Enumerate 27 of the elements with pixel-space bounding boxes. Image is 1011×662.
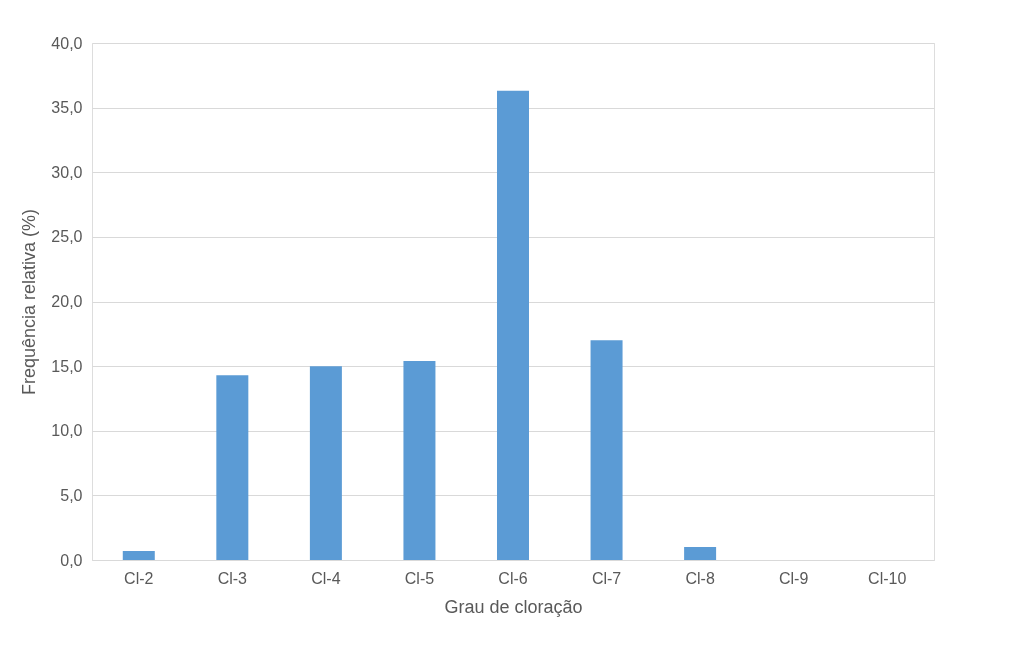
y-tick-label: 10,0: [51, 422, 83, 440]
bar: [497, 90, 529, 560]
y-tick-label: 20,0: [51, 293, 83, 310]
y-tick-label: 25,0: [51, 228, 83, 246]
x-tick-label: Cl-5: [404, 569, 435, 587]
y-tick-label: 0,0: [60, 551, 83, 569]
x-axis-title: Grau de cloração: [444, 596, 583, 617]
x-tick-label: Cl-3: [217, 569, 248, 587]
y-tick-label: 35,0: [51, 99, 83, 117]
y-tick-label: 40,0: [51, 34, 83, 52]
x-tick-label: Cl-9: [778, 569, 809, 587]
y-axis-title: Frequência relativa (%): [19, 208, 40, 396]
bar: [590, 340, 623, 560]
x-tick-label: Cl-2: [124, 569, 154, 587]
bar: [309, 366, 342, 560]
bar: [122, 550, 155, 560]
x-tick-label: Cl-4: [311, 569, 341, 587]
bar: [216, 375, 249, 560]
bar: [684, 547, 717, 560]
y-tick-label: 5,0: [60, 486, 83, 504]
x-tick-label: Cl-8: [685, 569, 715, 587]
x-tick-label: Cl-10: [868, 569, 907, 587]
y-tick-label: 15,0: [51, 357, 83, 375]
x-tick-label: Cl-7: [591, 569, 622, 587]
y-tick-label: 30,0: [51, 163, 83, 181]
bar: [403, 360, 436, 560]
x-tick-label: Cl-6: [498, 569, 528, 587]
